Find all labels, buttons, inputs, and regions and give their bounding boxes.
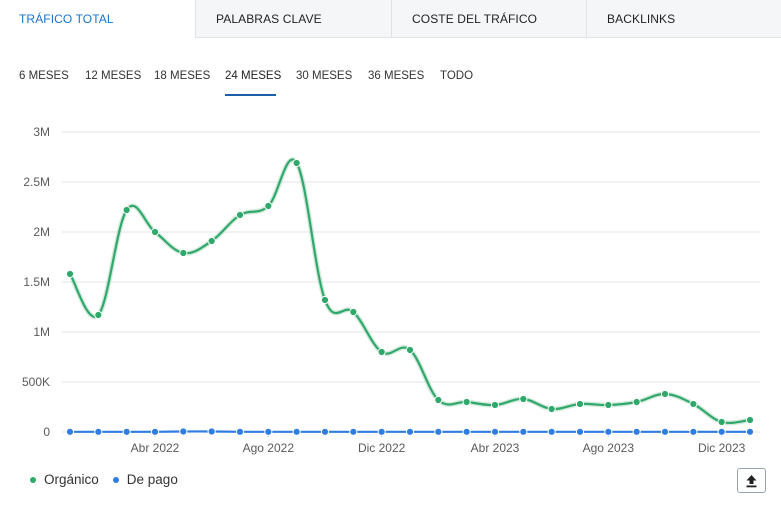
data-point-organico[interactable]	[320, 295, 330, 305]
data-point-organico[interactable]	[150, 227, 160, 237]
export-button[interactable]	[737, 468, 766, 493]
data-point-de-pago[interactable]	[235, 427, 245, 436]
period-30-meses[interactable]: 30 MESES	[296, 70, 353, 82]
data-point-de-pago[interactable]	[604, 427, 613, 436]
tab-coste-del-trafico[interactable]: COSTE DEL TRÁFICO	[391, 0, 586, 38]
data-point-de-pago[interactable]	[377, 427, 386, 436]
active-period-underline	[225, 94, 276, 96]
chart-series	[65, 157, 755, 436]
data-point-de-pago[interactable]	[264, 427, 273, 436]
y-axis-labels: 0 500K 1M 1.5M 2M 2.5M 3M	[22, 125, 50, 439]
y-tick-label: 1M	[33, 325, 50, 339]
data-point-organico[interactable]	[632, 397, 641, 407]
data-point-de-pago[interactable]	[349, 427, 358, 436]
legend-dot-de-pago	[112, 476, 119, 483]
data-point-organico[interactable]	[377, 347, 386, 357]
data-point-organico[interactable]	[660, 389, 670, 399]
y-tick-label: 2M	[33, 225, 50, 239]
data-point-de-pago[interactable]	[660, 427, 670, 436]
x-tick-label: Abr 2023	[471, 441, 520, 455]
data-point-organico[interactable]	[349, 307, 358, 317]
period-36-meses[interactable]: 36 MESES	[368, 70, 425, 82]
series-shadow-organico	[67, 157, 751, 426]
data-point-organico[interactable]	[689, 399, 698, 409]
data-point-organico[interactable]	[745, 415, 755, 425]
x-tick-label: Abr 2022	[131, 441, 180, 455]
tab-trafico-total[interactable]: TRÁFICO TOTAL	[0, 0, 195, 38]
x-tick-label: Ago 2022	[243, 441, 295, 455]
legend-item-de-pago[interactable]: De pago	[112, 472, 178, 487]
tab-palabras-clave[interactable]: PALABRAS CLAVE	[195, 0, 391, 38]
data-point-de-pago[interactable]	[122, 427, 131, 436]
period-6-meses[interactable]: 6 MESES	[19, 70, 69, 82]
tab-backlinks[interactable]: BACKLINKS	[586, 0, 781, 38]
legend-dot-organico	[30, 476, 36, 483]
data-point-organico[interactable]	[575, 399, 585, 409]
legend-label-de-pago: De pago	[126, 472, 178, 487]
data-point-organico[interactable]	[462, 397, 471, 407]
data-point-de-pago[interactable]	[745, 427, 755, 436]
period-selector: 6 MESES 12 MESES 18 MESES 24 MESES 30 ME…	[0, 64, 781, 98]
data-point-organico[interactable]	[264, 201, 273, 211]
x-tick-label: Dic 2023	[698, 441, 746, 455]
data-point-organico[interactable]	[547, 404, 556, 414]
chart-grid	[62, 131, 760, 433]
data-point-de-pago[interactable]	[689, 427, 698, 436]
data-point-de-pago[interactable]	[434, 427, 443, 436]
legend-item-organico[interactable]: Orgánico	[30, 472, 99, 487]
data-point-de-pago[interactable]	[547, 427, 556, 436]
y-tick-label: 3M	[33, 125, 50, 139]
period-18-meses[interactable]: 18 MESES	[154, 70, 211, 82]
data-point-organico[interactable]	[207, 236, 216, 246]
data-point-de-pago[interactable]	[519, 427, 528, 436]
data-point-organico[interactable]	[405, 345, 415, 355]
period-todo[interactable]: TODO	[440, 70, 474, 82]
x-tick-label: Dic 2022	[358, 441, 406, 455]
data-point-organico[interactable]	[490, 400, 500, 410]
data-point-de-pago[interactable]	[405, 427, 415, 436]
data-point-organico[interactable]	[65, 269, 75, 279]
y-tick-label: 0	[43, 425, 50, 439]
legend-label-organico: Orgánico	[44, 472, 99, 487]
y-tick-label: 1.5M	[23, 275, 50, 289]
traffic-chart: 0 500K 1M 1.5M 2M 2.5M 3M Abr 2022 Ago 2022 Dic …	[22, 125, 760, 455]
data-point-de-pago[interactable]	[65, 427, 75, 436]
data-point-organico[interactable]	[235, 210, 245, 220]
data-point-de-pago[interactable]	[94, 427, 103, 436]
data-point-de-pago[interactable]	[320, 427, 330, 436]
data-point-organico[interactable]	[604, 400, 613, 410]
data-point-de-pago[interactable]	[462, 427, 471, 436]
data-point-organico[interactable]	[122, 205, 131, 215]
upload-icon	[746, 474, 757, 487]
series-line-organico	[69, 158, 751, 425]
data-point-de-pago[interactable]	[632, 427, 641, 436]
data-point-organico[interactable]	[519, 394, 528, 404]
data-point-organico[interactable]	[434, 395, 443, 405]
data-point-de-pago[interactable]	[490, 427, 500, 436]
x-axis-labels: Abr 2022 Ago 2022 Dic 2022 Abr 2023 Ago 2023…	[131, 432, 746, 455]
tab-bar: TRÁFICO TOTAL PALABRAS CLAVE COSTE DEL T…	[0, 0, 781, 38]
chart-legend: Orgánico De pago	[30, 472, 192, 487]
data-point-de-pago[interactable]	[575, 427, 585, 436]
period-12-meses[interactable]: 12 MESES	[85, 70, 142, 82]
period-24-meses[interactable]: 24 MESES	[225, 70, 282, 82]
data-point-de-pago[interactable]	[717, 427, 726, 436]
data-point-organico[interactable]	[292, 158, 301, 168]
x-tick-label: Ago 2023	[583, 441, 635, 455]
y-tick-label: 2.5M	[23, 175, 50, 189]
y-tick-label: 500K	[22, 375, 50, 389]
data-point-de-pago[interactable]	[179, 427, 188, 436]
data-point-de-pago[interactable]	[292, 427, 301, 436]
data-point-organico[interactable]	[94, 310, 103, 320]
data-point-organico[interactable]	[717, 417, 726, 427]
data-point-de-pago[interactable]	[150, 427, 160, 436]
data-point-de-pago[interactable]	[207, 427, 216, 436]
data-point-organico[interactable]	[179, 248, 188, 258]
